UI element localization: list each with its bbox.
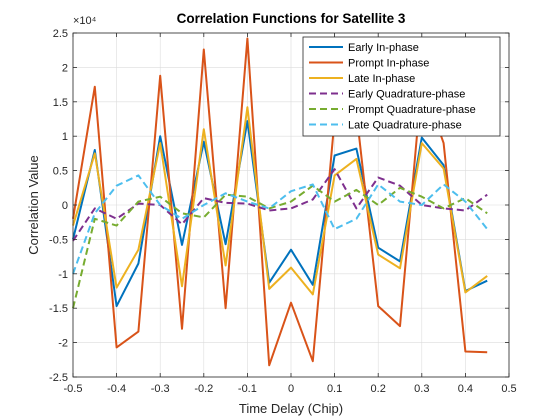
y-tick-label: 1.5 (53, 97, 68, 109)
x-tick-label: 0.2 (371, 383, 386, 395)
x-tick-label: -0.5 (64, 383, 83, 395)
axis-ticks: -0.5 -0.4 -0.3 -0.2 -0.1 0 0.1 0.2 0.3 0.4 0.5 -2.5… (49, 28, 517, 395)
y-tick-label: -1 (58, 269, 68, 281)
series-line-prompt-quadrature-phase (72, 184, 488, 309)
y-tick-label: -0.5 (49, 234, 68, 246)
y-tick-label: -2.5 (49, 372, 68, 384)
legend-box (302, 36, 501, 137)
y-tick-label: 1 (62, 131, 68, 143)
y-tick-label: -2 (58, 338, 68, 350)
y-axis-label: Correlation Value (26, 155, 41, 254)
chart-title: Correlation Functions for Satellite 3 (177, 11, 406, 26)
x-tick-label: -0.4 (107, 383, 126, 395)
series-lines (72, 37, 488, 367)
x-tick-label: 0.4 (458, 383, 473, 395)
x-tick-label: 0.1 (327, 383, 342, 395)
legend-entry: Late Quadrature-phase (348, 120, 462, 132)
y-tick-label: 2.5 (53, 28, 68, 40)
x-tick-label: 0.3 (414, 383, 429, 395)
legend-entry: Prompt Quadrature-phase (348, 104, 476, 116)
y-tick-label: 0 (62, 200, 68, 212)
legend-entry: Early In-phase (348, 42, 419, 54)
y-tick-label: 2 (62, 62, 68, 74)
legend-entry: Early Quadrature-phase (348, 89, 465, 101)
legend-entry: Late In-phase (348, 73, 415, 85)
y-exponent-label: ×10⁴ (73, 15, 97, 27)
series-line-early-quadrature-phase (72, 168, 488, 242)
y-tick-label: -1.5 (49, 303, 68, 315)
x-tick-label: -0.1 (238, 383, 257, 395)
x-tick-label: -0.2 (194, 383, 213, 395)
legend-entry: Prompt In-phase (348, 58, 429, 70)
x-tick-label: 0.5 (501, 383, 516, 395)
x-tick-label: -0.3 (151, 383, 170, 395)
y-tick-label: 0.5 (53, 166, 68, 178)
legend: Early In-phase Prompt In-phase Late In-pha… (302, 36, 501, 137)
x-tick-label: 0 (288, 383, 294, 395)
series-line-late-in-phase (72, 106, 488, 296)
x-axis-label: Time Delay (Chip) (239, 401, 343, 416)
